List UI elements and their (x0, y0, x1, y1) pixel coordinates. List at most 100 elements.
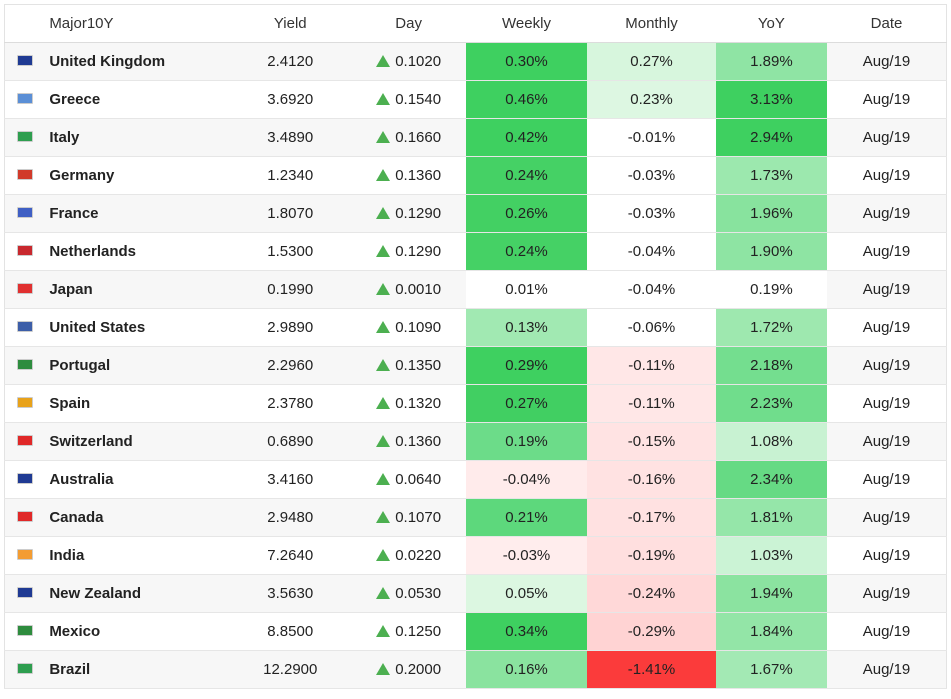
monthly-change-value: 0.23% (587, 80, 716, 119)
table-body: United Kingdom 2.4120 0.1020 0.30% 0.27% 1.89… (4, 42, 947, 689)
table-header-row: Major10Y Yield Day Weekly Monthly YoY Da… (4, 4, 947, 43)
column-header-day[interactable]: Day (351, 4, 466, 43)
column-header-country[interactable]: Major10Y (45, 4, 230, 43)
country-name[interactable]: Mexico (45, 612, 230, 651)
weekly-change-value: 0.26% (465, 194, 588, 233)
country-name[interactable]: Netherlands (45, 232, 230, 271)
country-name[interactable]: France (45, 194, 230, 233)
country-flag-icon (17, 55, 34, 66)
country-flag-icon (17, 93, 34, 104)
day-change-value: 0.1540 (395, 91, 442, 108)
monthly-change-value: -0.04% (587, 270, 716, 309)
monthly-change-value: -0.01% (587, 118, 716, 157)
weekly-change-value: 0.24% (465, 156, 588, 195)
weekly-change-value: -0.04% (465, 460, 588, 499)
country-name[interactable]: Greece (45, 80, 230, 119)
country-name[interactable]: New Zealand (45, 574, 230, 613)
table-row[interactable]: United Kingdom 2.4120 0.1020 0.30% 0.27% 1.89… (4, 42, 947, 81)
yield-value: 2.2960 (229, 346, 352, 385)
country-name[interactable]: Germany (45, 156, 230, 195)
date-value: Aug/19 (827, 270, 947, 309)
flag-cell (4, 42, 46, 81)
yoy-change-value: 1.08% (715, 422, 828, 461)
table-row[interactable]: Spain 2.3780 0.1320 0.27% -0.11% 2.23% Aug/19 (4, 384, 947, 423)
table-row[interactable]: Netherlands 1.5300 0.1290 0.24% -0.04% 1.90% A… (4, 232, 947, 271)
up-arrow-icon (376, 169, 391, 181)
table-row[interactable]: Germany 1.2340 0.1360 0.24% -0.03% 1.73% Aug/1… (4, 156, 947, 195)
flag-cell (4, 118, 46, 157)
up-arrow-icon (376, 549, 391, 561)
day-change-value: 0.1350 (395, 357, 442, 374)
monthly-change-value: -0.04% (587, 232, 716, 271)
flag-cell (4, 270, 46, 309)
weekly-change-value: 0.30% (465, 42, 588, 81)
table-row[interactable]: Greece 3.6920 0.1540 0.46% 0.23% 3.13% Aug/19 (4, 80, 947, 119)
day-change-cell: 0.2000 (351, 650, 466, 689)
table-row[interactable]: United States 2.9890 0.1090 0.13% -0.06% 1.72… (4, 308, 947, 347)
column-header-monthly[interactable]: Monthly (587, 4, 716, 43)
flag-cell (4, 460, 46, 499)
column-header-yield[interactable]: Yield (229, 4, 352, 43)
yield-value: 3.5630 (229, 574, 352, 613)
yoy-change-value: 1.03% (715, 536, 828, 575)
table-row[interactable]: New Zealand 3.5630 0.0530 0.05% -0.24% 1.94% A… (4, 574, 947, 613)
country-flag-icon (17, 207, 34, 218)
table-row[interactable]: Australia 3.4160 0.0640 -0.04% -0.16% 2.34% Au… (4, 460, 947, 499)
table-row[interactable]: Italy 3.4890 0.1660 0.42% -0.01% 2.94% Aug/19 (4, 118, 947, 157)
day-change-value: 0.2000 (395, 661, 442, 678)
yield-value: 2.9480 (229, 498, 352, 537)
country-flag-icon (17, 663, 34, 674)
country-name[interactable]: Portugal (45, 346, 230, 385)
flag-cell (4, 536, 46, 575)
yield-value: 3.4890 (229, 118, 352, 157)
day-change-value: 0.1250 (395, 623, 442, 640)
country-name[interactable]: Canada (45, 498, 230, 537)
yoy-change-value: 1.96% (715, 194, 828, 233)
yoy-change-value: 1.67% (715, 650, 828, 689)
country-name[interactable]: Japan (45, 270, 230, 309)
country-name[interactable]: Spain (45, 384, 230, 423)
up-arrow-icon (376, 283, 391, 295)
weekly-change-value: 0.42% (465, 118, 588, 157)
flag-cell (4, 232, 46, 271)
monthly-change-value: -0.29% (587, 612, 716, 651)
table-row[interactable]: Japan 0.1990 0.0010 0.01% -0.04% 0.19% Aug/19 (4, 270, 947, 309)
date-value: Aug/19 (827, 346, 947, 385)
day-change-value: 0.0530 (395, 585, 442, 602)
day-change-cell: 0.1090 (351, 308, 466, 347)
table-row[interactable]: France 1.8070 0.1290 0.26% -0.03% 1.96% Aug/19 (4, 194, 947, 233)
country-flag-icon (17, 321, 34, 332)
weekly-change-value: 0.27% (465, 384, 588, 423)
column-header-yoy[interactable]: YoY (715, 4, 828, 43)
day-change-value: 0.1660 (395, 129, 442, 146)
country-name[interactable]: Brazil (45, 650, 230, 689)
country-name[interactable]: India (45, 536, 230, 575)
monthly-change-value: -1.41% (587, 650, 716, 689)
yoy-change-value: 1.81% (715, 498, 828, 537)
table-row[interactable]: Mexico 8.8500 0.1250 0.34% -0.29% 1.84% Aug/19 (4, 612, 947, 651)
yield-value: 7.2640 (229, 536, 352, 575)
yoy-change-value: 3.13% (715, 80, 828, 119)
day-change-cell: 0.1020 (351, 42, 466, 81)
country-name[interactable]: United Kingdom (45, 42, 230, 81)
flag-cell (4, 422, 46, 461)
country-name[interactable]: Italy (45, 118, 230, 157)
table-row[interactable]: Switzerland 0.6890 0.1360 0.19% -0.15% 1.08% A… (4, 422, 947, 461)
table-row[interactable]: Portugal 2.2960 0.1350 0.29% -0.11% 2.18% Aug/… (4, 346, 947, 385)
country-name[interactable]: Switzerland (45, 422, 230, 461)
table-row[interactable]: Brazil 12.2900 0.2000 0.16% -1.41% 1.67% Aug/1… (4, 650, 947, 689)
date-value: Aug/19 (827, 232, 947, 271)
table-row[interactable]: India 7.2640 0.0220 -0.03% -0.19% 1.03% Aug/19 (4, 536, 947, 575)
day-change-value: 0.1320 (395, 395, 442, 412)
column-header-weekly[interactable]: Weekly (465, 4, 588, 43)
country-name[interactable]: United States (45, 308, 230, 347)
up-arrow-icon (376, 473, 391, 485)
yield-value: 3.4160 (229, 460, 352, 499)
table-row[interactable]: Canada 2.9480 0.1070 0.21% -0.17% 1.81% Aug/19 (4, 498, 947, 537)
monthly-change-value: -0.11% (587, 384, 716, 423)
column-header-date[interactable]: Date (827, 4, 947, 43)
up-arrow-icon (376, 321, 391, 333)
date-value: Aug/19 (827, 460, 947, 499)
weekly-change-value: 0.19% (465, 422, 588, 461)
country-name[interactable]: Australia (45, 460, 230, 499)
